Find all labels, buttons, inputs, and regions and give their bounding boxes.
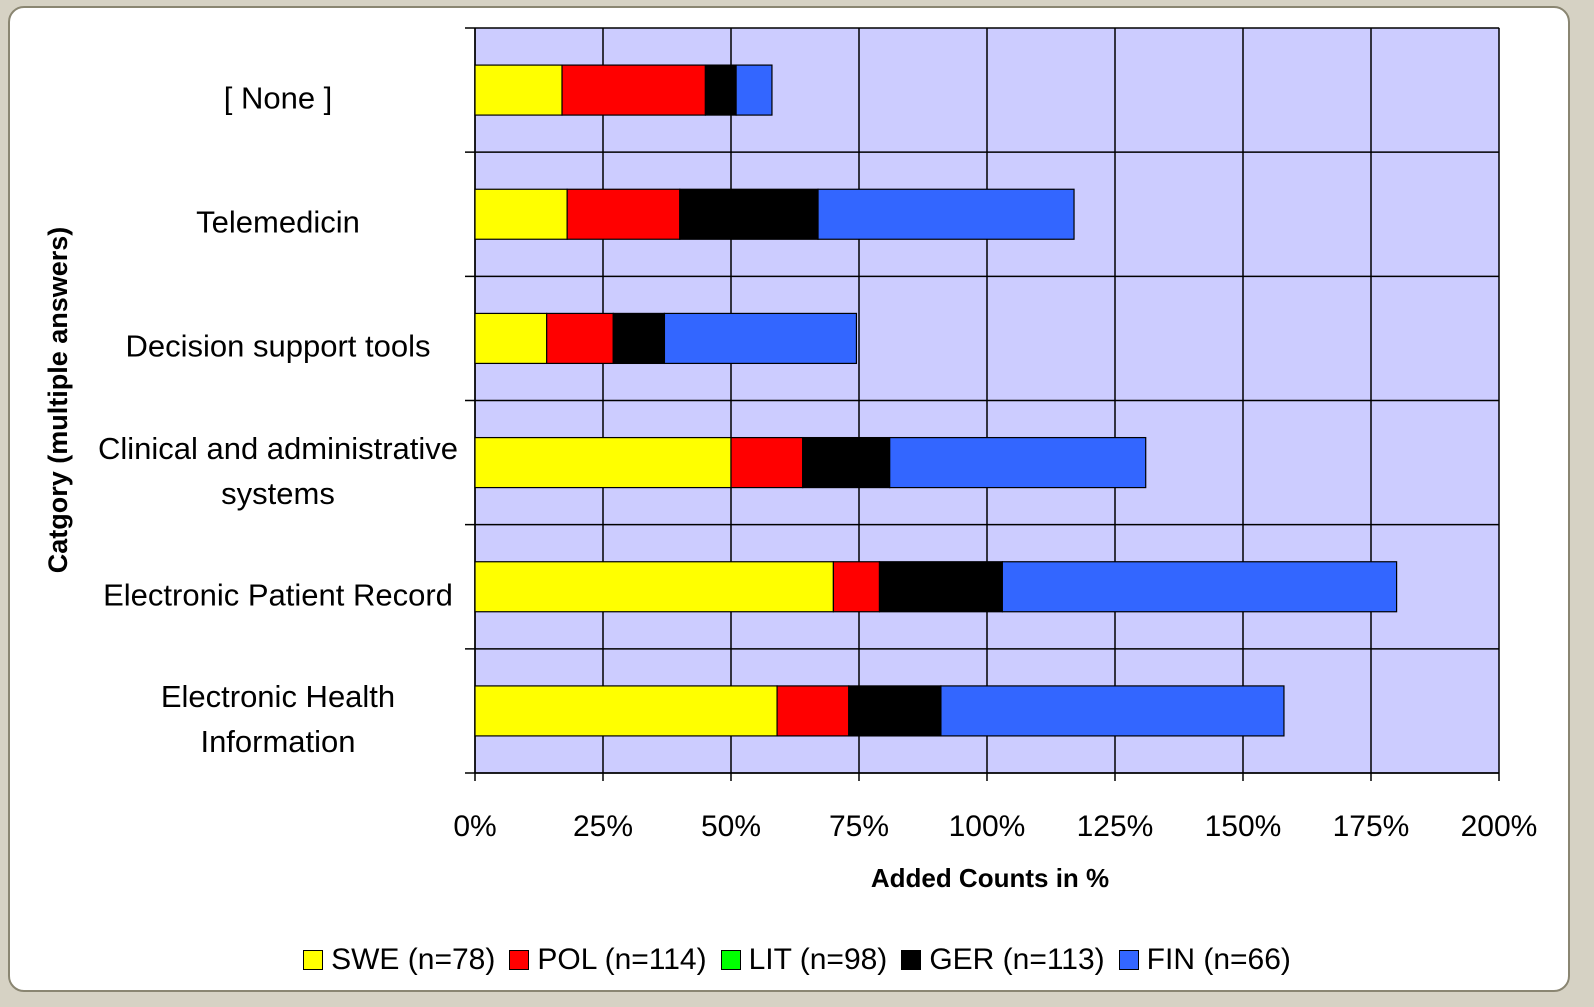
legend-swatch: [303, 950, 324, 970]
bar-segment: [474, 312, 548, 365]
legend-label: POL (n=114): [537, 943, 707, 976]
bar-segment: [940, 685, 1285, 737]
bar-segment: [817, 188, 1075, 240]
x-axis-label: Added Counts in %: [871, 863, 1109, 893]
legend-item: GER (n=113): [901, 943, 1105, 977]
bar-segment: [474, 64, 563, 116]
category-label: Decision support tools: [125, 328, 431, 364]
bar-segment: [566, 188, 681, 240]
y-axis-label: Catgory (multiple answers): [43, 227, 73, 574]
bar-segment: [704, 64, 737, 116]
bar-segment: [730, 436, 804, 489]
x-tick-label: 0%: [453, 810, 496, 843]
bar-segment: [848, 685, 942, 737]
category-label: Clinical and administrative systems: [97, 430, 459, 511]
legend-label: LIT (n=98): [748, 943, 888, 976]
legend-swatch: [720, 950, 741, 970]
legend-swatch: [509, 950, 530, 970]
category-label: Electronic Patient Record: [103, 577, 453, 613]
bar-segment: [878, 561, 1003, 613]
legend-swatch: [1118, 950, 1139, 970]
bar-segment: [561, 64, 706, 116]
category-label: Telemedicin: [196, 204, 360, 240]
x-tick-label: 100%: [949, 810, 1026, 843]
bar-segment: [679, 188, 819, 240]
category-label: Electronic Health Information: [160, 678, 396, 759]
bar-segment: [776, 685, 850, 737]
bar-segment: [474, 685, 778, 737]
bar-segment: [474, 561, 834, 613]
bar-segment: [1001, 561, 1398, 613]
legend-swatch: [901, 950, 922, 970]
bar-segment: [546, 312, 614, 365]
bar-segment: [474, 188, 568, 240]
legend-item: FIN (n=66): [1118, 943, 1291, 977]
legend: SWE (n=78) POL (n=114) LIT (n=98) GER (n=11…: [0, 943, 1594, 977]
bar-segment: [612, 312, 666, 365]
bar-segment: [735, 64, 773, 116]
legend-item: LIT (n=98): [720, 943, 888, 977]
x-tick-label: 125%: [1077, 810, 1154, 843]
x-tick-label: 25%: [573, 810, 633, 843]
x-tick-label: 175%: [1333, 810, 1410, 843]
legend-label: SWE (n=78): [331, 943, 496, 976]
bar-segment: [663, 312, 858, 365]
x-tick-label: 50%: [701, 810, 761, 843]
category-label: [ None ]: [223, 80, 333, 116]
x-tick-label: 200%: [1461, 810, 1538, 843]
bar-segment: [832, 561, 881, 613]
legend-label: FIN (n=66): [1146, 943, 1291, 976]
bar-segment: [802, 436, 891, 489]
legend-item: SWE (n=78): [303, 943, 495, 977]
x-tick-label: 75%: [829, 810, 889, 843]
legend-item: POL (n=114): [509, 943, 707, 977]
bar-segment: [889, 436, 1147, 489]
bar-segment: [474, 436, 732, 489]
legend-label: GER (n=113): [929, 943, 1105, 976]
x-tick-label: 150%: [1205, 810, 1282, 843]
